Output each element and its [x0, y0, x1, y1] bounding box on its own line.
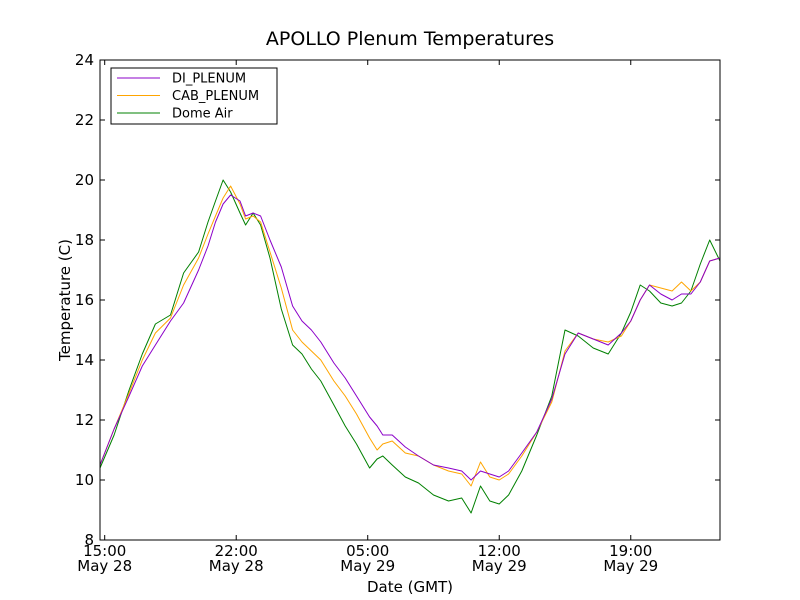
- x-tick-label-time: 15:00: [83, 542, 126, 560]
- x-tick-label-time: 05:00: [346, 542, 389, 560]
- x-tick-label-time: 12:00: [478, 542, 521, 560]
- y-axis-label: Temperature (C): [56, 239, 74, 362]
- y-tick-label: 12: [75, 411, 94, 429]
- chart-title: APOLLO Plenum Temperatures: [266, 28, 554, 50]
- series-line-di-plenum: [99, 194, 721, 481]
- y-tick-label: 10: [75, 471, 94, 489]
- series-layer: [99, 179, 721, 514]
- legend-label-di-plenum: DI_PLENUM: [172, 72, 246, 87]
- y-tick-label: 8: [84, 531, 94, 549]
- y-tick-label: 18: [75, 231, 94, 249]
- x-tick-label-date: May 29: [603, 557, 658, 575]
- y-tick-label: 16: [75, 291, 94, 309]
- legend-label-cab-plenum: CAB_PLENUM: [172, 89, 259, 104]
- y-tick-label: 24: [75, 51, 94, 69]
- series-line-dome-air: [99, 179, 721, 514]
- x-tick-label-date: May 29: [340, 557, 395, 575]
- x-tick-label-date: May 28: [77, 557, 132, 575]
- x-tick-label-date: May 29: [472, 557, 527, 575]
- x-axis-label: Date (GMT): [367, 578, 453, 596]
- legend-label-dome-air: Dome Air: [172, 107, 233, 122]
- y-tick-label: 20: [75, 171, 94, 189]
- legend: DI_PLENUM CAB_PLENUM Dome Air: [110, 67, 278, 125]
- series-line-cab-plenum: [99, 185, 721, 487]
- x-tick-label-time: 22:00: [215, 542, 258, 560]
- x-tick-label-time: 19:00: [609, 542, 652, 560]
- y-tick-label: 14: [75, 351, 94, 369]
- x-tick-label-date: May 28: [209, 557, 264, 575]
- y-tick-label: 22: [75, 111, 94, 129]
- legend-entries: DI_PLENUM CAB_PLENUM Dome Air: [117, 72, 259, 122]
